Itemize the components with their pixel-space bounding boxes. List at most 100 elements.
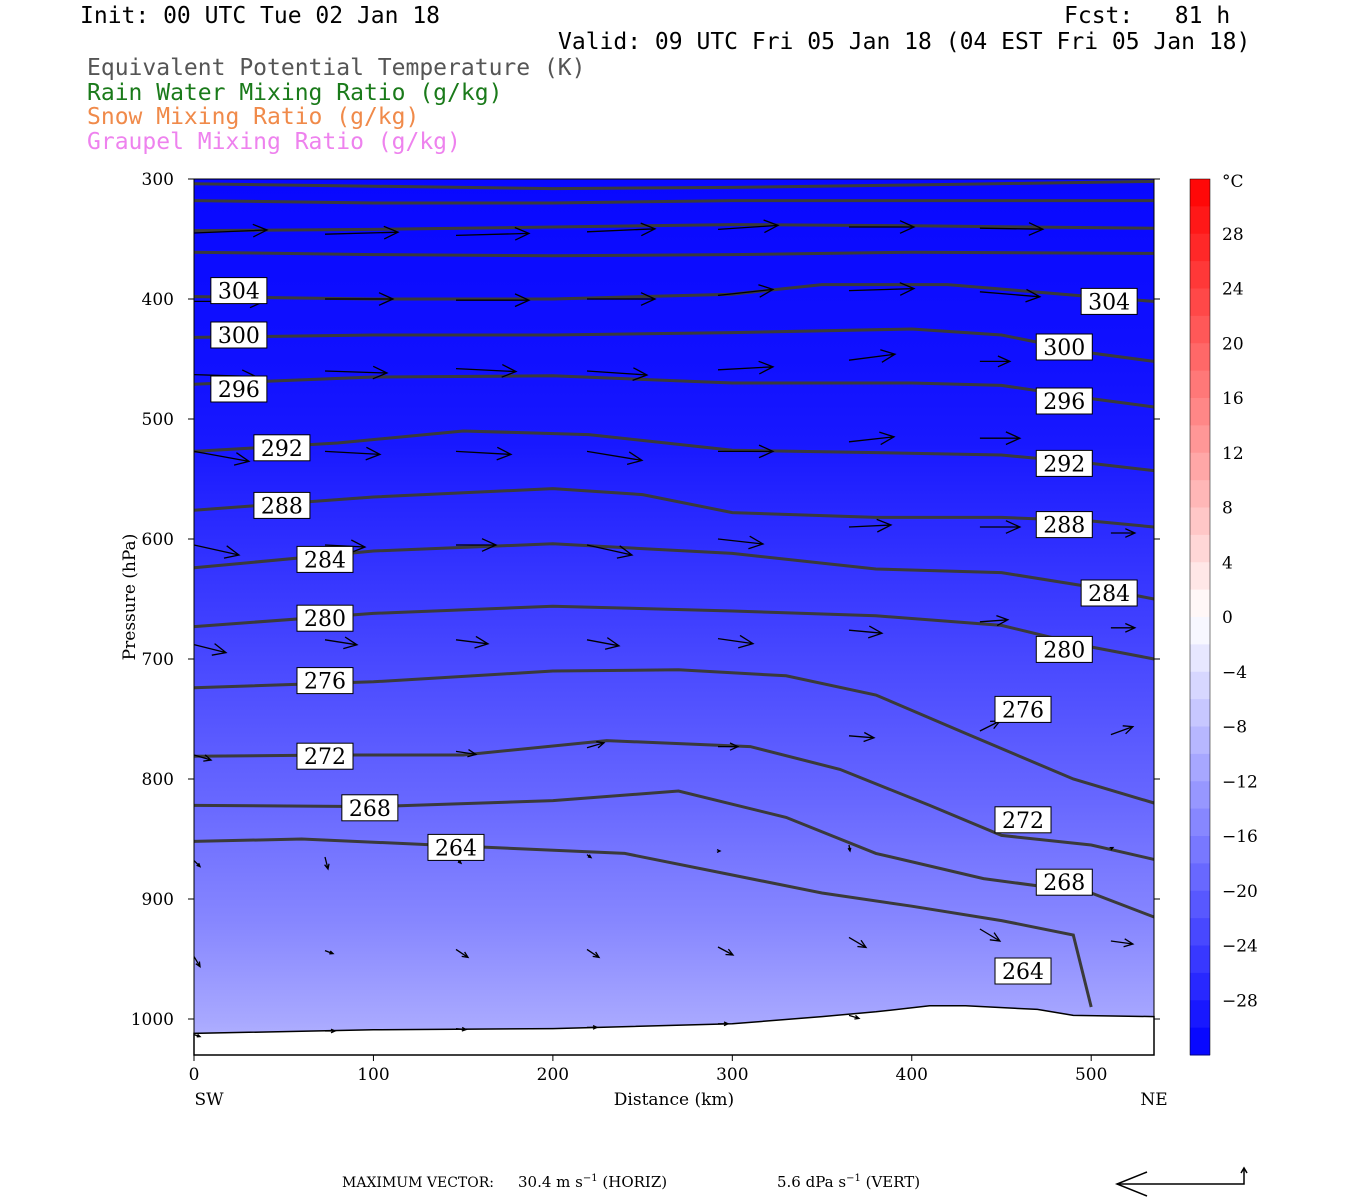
- contour-label: 264: [1002, 960, 1044, 985]
- contour-label: 288: [1043, 514, 1085, 539]
- wind-vector: [848, 1014, 861, 1020]
- y-tick-label: 300: [142, 170, 174, 190]
- colorbar-tick-label: 0: [1222, 608, 1233, 628]
- wind-vector: [979, 614, 1010, 627]
- y-tick-label: 800: [142, 770, 174, 790]
- plot-frame: [193, 178, 1155, 1056]
- temperature-shading: [194, 179, 1154, 1055]
- theta-e-contour-320: [193, 179, 1155, 191]
- wind-vector: [324, 225, 400, 240]
- colorbar-tick-label: −16: [1222, 827, 1258, 847]
- colorbar-band: [1190, 890, 1210, 919]
- legend-graupel: Graupel Mixing Ratio (g/kg): [87, 129, 461, 155]
- wind-vector: [1110, 938, 1135, 948]
- init-time: Init: 00 UTC Tue 02 Jan 18: [80, 3, 441, 29]
- wind-vector: [849, 220, 916, 234]
- contour-label: 300: [218, 324, 260, 349]
- contour-label-box: [427, 833, 485, 861]
- wind-vector: [455, 635, 490, 649]
- colorbar-band: [1190, 699, 1210, 727]
- contour-label: 280: [304, 607, 346, 632]
- colorbar-band: [1190, 808, 1210, 837]
- y-tick-label: 600: [142, 530, 174, 550]
- contour-label-box: [1080, 579, 1138, 607]
- y-tick-label: 500: [142, 410, 174, 430]
- colorbar-band: [1190, 1000, 1210, 1029]
- wind-vector: [193, 956, 201, 968]
- contour-label: 276: [1002, 698, 1044, 723]
- contour-label: 288: [261, 494, 303, 519]
- colorbar-tick-label: 28: [1222, 225, 1244, 245]
- colorbar-band: [1190, 589, 1210, 618]
- wind-vector: [717, 946, 735, 956]
- colorbar-tick-label: −4: [1222, 663, 1247, 683]
- wind-vector: [455, 749, 478, 758]
- colorbar-band: [1190, 644, 1210, 673]
- colorbar-tick-label: −24: [1222, 937, 1258, 957]
- wind-vector: [324, 365, 389, 380]
- contour-label-box: [210, 375, 268, 403]
- legend-snow: Snow Mixing Ratio (g/kg): [87, 104, 420, 130]
- contour-label-box: [1080, 287, 1138, 315]
- legend-theta-e: Equivalent Potential Temperature (K): [87, 55, 586, 81]
- wind-vector: [848, 282, 916, 296]
- wind-vector: [455, 446, 513, 461]
- contour-label-box: [1035, 387, 1093, 415]
- contour-label: 272: [1002, 809, 1044, 834]
- contour-label-box: [1035, 868, 1093, 896]
- x-axis-title: Distance (km): [614, 1090, 734, 1110]
- contour-label: 268: [349, 797, 391, 822]
- wind-vector: [324, 636, 359, 650]
- contour-label-box: [341, 794, 399, 822]
- wind-vector: [1109, 846, 1115, 851]
- contour-label: 304: [1088, 290, 1130, 315]
- wind-vector: [848, 349, 897, 363]
- colorbar-band: [1190, 370, 1210, 399]
- contour-label: 292: [1043, 452, 1085, 477]
- colorbar-tick-label: 24: [1222, 280, 1244, 300]
- wind-vector: [979, 222, 1045, 236]
- colorbar-band: [1190, 781, 1210, 810]
- contour-label-box: [296, 667, 354, 695]
- wind-vector: [193, 450, 251, 466]
- wind-vector: [193, 643, 228, 656]
- colorbar-band: [1190, 315, 1210, 344]
- wind-vector: [717, 219, 780, 234]
- colorbar-tick-label: −12: [1222, 772, 1258, 792]
- colorbar-band: [1190, 507, 1210, 536]
- contour-label-box: [1035, 511, 1093, 539]
- contour-label: 268: [1043, 871, 1085, 896]
- wind-vector: [848, 625, 884, 639]
- colorbar-band: [1190, 753, 1210, 782]
- wind-vector: [455, 364, 518, 378]
- contour-label: 284: [304, 548, 346, 573]
- colorbar-tick-label: 20: [1222, 334, 1244, 354]
- colorbar-band: [1190, 288, 1210, 317]
- colorbar-band: [1190, 179, 1210, 207]
- contour-label-box: [210, 277, 268, 305]
- contour-label-box: [1035, 333, 1093, 361]
- contour-label-box: [296, 604, 354, 632]
- colorbar-unit: °C: [1222, 172, 1244, 192]
- colorbar-band: [1190, 562, 1210, 591]
- colorbar-band: [1190, 945, 1210, 974]
- wind-vector: [586, 854, 593, 859]
- colorbar-band: [1190, 726, 1210, 755]
- valid-time: Valid: 09 UTC Fri 05 Jan 18 (04 EST Fri …: [558, 29, 1251, 55]
- colorbar-band: [1190, 863, 1210, 892]
- theta-e-contour-264: [193, 837, 1093, 1008]
- max-vector-vert: 5.6 dPa s−1 (VERT): [777, 1173, 921, 1191]
- wind-vector: [324, 856, 330, 871]
- wind-vector: [455, 948, 470, 959]
- wind-vector: [456, 538, 498, 552]
- wind-vector: [586, 450, 644, 466]
- x-tick-label: 300: [716, 1065, 748, 1085]
- wind-vector: [717, 284, 775, 298]
- wind-vector: [848, 431, 896, 446]
- contour-label-box: [253, 434, 311, 462]
- wind-vector: [456, 293, 531, 308]
- wind-vector: [848, 518, 893, 533]
- contour-label: 296: [218, 378, 260, 403]
- wind-vector: [193, 860, 202, 868]
- theta-e-contour-308: [193, 250, 1155, 258]
